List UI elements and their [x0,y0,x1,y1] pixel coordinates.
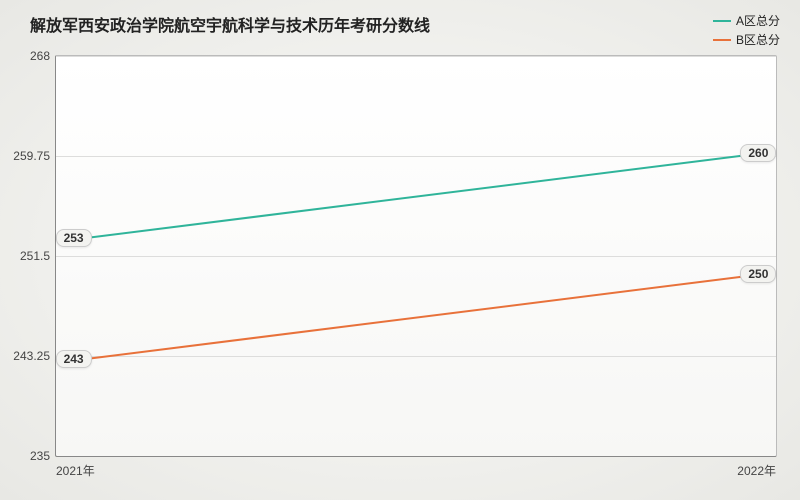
x-tick-label: 2021年 [56,462,95,479]
grid-line [56,356,776,357]
grid-line [56,56,776,57]
series-line [78,153,755,239]
y-tick-label: 259.75 [13,149,50,163]
point-label: 253 [56,229,92,247]
y-tick-label: 243.25 [13,349,50,363]
series-line [78,274,755,360]
legend: A区总分 B区总分 [713,12,780,50]
legend-swatch-b [713,39,731,41]
legend-label-a: A区总分 [736,12,780,29]
chart-container: 解放军西安政治学院航空宇航科学与技术历年考研分数线 A区总分 B区总分 235 2… [0,0,800,500]
y-tick-label: 235 [30,449,50,463]
plot-area: 235243.25251.5259.752682021年2022年2532602… [55,55,777,457]
point-label: 260 [740,144,776,162]
legend-item-b: B区总分 [713,31,780,48]
y-tick-label: 268 [30,49,50,63]
point-label: 250 [740,265,776,283]
grid-line [56,256,776,257]
chart-title: 解放军西安政治学院航空宇航科学与技术历年考研分数线 [30,12,430,36]
y-tick-label: 251.5 [20,249,50,263]
grid-line [56,156,776,157]
legend-swatch-a [713,20,731,22]
x-tick-label: 2022年 [737,462,776,479]
legend-label-b: B区总分 [736,31,780,48]
point-label: 243 [56,350,92,368]
legend-item-a: A区总分 [713,12,780,29]
